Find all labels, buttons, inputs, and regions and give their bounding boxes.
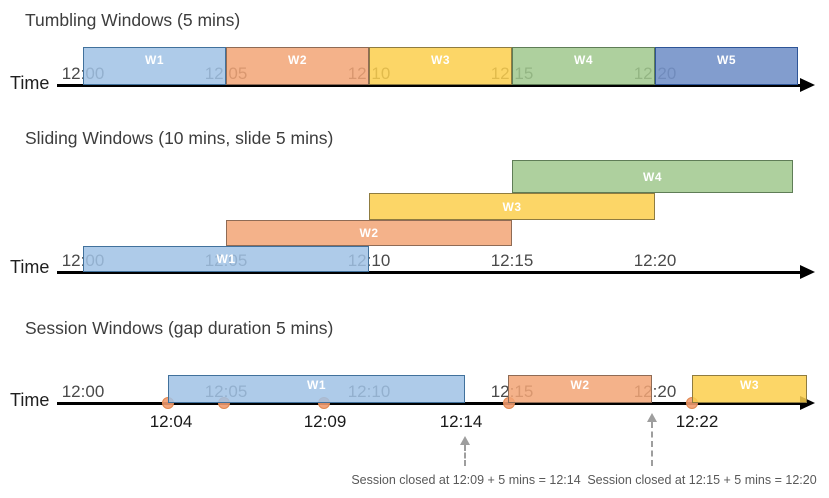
window-label: W1 [307,378,326,392]
time-axis-label: Time [10,73,50,93]
window-label: W3 [740,378,759,392]
event-time-label: 12:04 [149,412,193,431]
section-title-session-windows: Session Windows (gap duration 5 mins) [25,318,334,338]
time-axis [57,84,800,87]
window-box-w4: W4 [512,160,793,193]
closure-arrow-line [651,422,653,466]
closure-arrow-line [464,445,466,466]
tick-label: 12:20 [633,251,677,270]
window-label: W3 [431,53,450,67]
window-box-w1: W1 [83,246,369,272]
window-box-w3: W3 [369,47,512,85]
time-axis [57,271,800,274]
window-label: W4 [574,53,593,67]
window-box-w1: W1 [168,375,465,403]
time-axis [57,402,800,405]
event-time-label: 12:09 [303,412,347,431]
time-axis-label: Time [10,390,50,410]
window-box-w2: W2 [226,47,369,85]
window-label: W1 [216,252,236,266]
section-title-tumbling-windows: Tumbling Windows (5 mins) [25,10,241,30]
window-label: W2 [288,53,307,67]
closure-annotation: Session closed at 12:09 + 5 mins = 12:14 [351,473,581,487]
time-axis-label: Time [10,257,50,277]
window-label: W2 [359,226,379,240]
window-box-w3: W3 [369,193,655,220]
window-box-w5: W5 [655,47,798,85]
window-box-w3: W3 [692,375,807,403]
window-label: W5 [717,53,736,67]
closure-annotation: Session closed at 12:15 + 5 mins = 12:20 [587,473,817,487]
window-label: W4 [643,169,662,184]
closure-arrow-icon [647,413,657,422]
tick-label: 12:15 [490,251,534,270]
window-box-w4: W4 [512,47,655,85]
event-time-label: 12:22 [675,412,719,431]
closure-arrow-icon [460,436,470,445]
window-box-w1: W1 [83,47,226,85]
axis-arrowhead-icon [800,78,815,92]
window-label: W3 [502,199,522,214]
tick-label: 12:00 [61,382,105,401]
window-box-w2: W2 [226,220,512,246]
axis-arrowhead-icon [800,265,815,279]
event-time-label: 12:14 [439,412,483,431]
window-label: W1 [145,53,164,67]
window-box-w2: W2 [508,375,652,403]
window-label: W2 [570,378,590,392]
section-title-sliding-windows: Sliding Windows (10 mins, slide 5 mins) [25,128,334,148]
